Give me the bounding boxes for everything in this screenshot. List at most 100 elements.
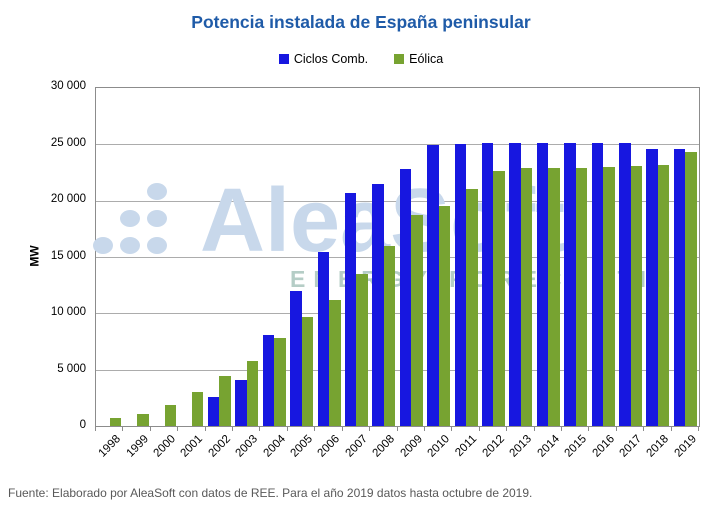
x-tick — [232, 427, 233, 431]
bar-2017-ciclos — [619, 143, 631, 426]
logo-dot-icon — [147, 183, 167, 200]
x-tick-label: 2012 — [480, 433, 507, 460]
x-tick-label: 1999 — [124, 433, 151, 460]
x-tick-label: 2017 — [617, 433, 644, 460]
bar-2003-ciclos — [235, 380, 247, 426]
bar-2018-eolica — [657, 165, 670, 426]
bar-2008-eolica — [383, 246, 396, 426]
x-tick-label: 2014 — [535, 433, 562, 460]
x-tick — [397, 427, 398, 431]
y-tick-label: 0 — [79, 419, 86, 431]
gridline — [96, 144, 699, 145]
gridline — [96, 370, 699, 371]
gridline — [96, 257, 699, 258]
x-tick-label: 2018 — [644, 433, 672, 460]
bar-2011-eolica — [466, 189, 478, 426]
bar-2014-ciclos — [536, 143, 549, 426]
x-tick-label: 2011 — [453, 433, 480, 459]
bar-2006-eolica — [329, 300, 341, 426]
chart-legend: Ciclos Comb. Eólica — [0, 52, 722, 66]
bar-2008-ciclos — [372, 184, 384, 426]
x-tick — [287, 427, 288, 431]
x-tick-label: 2007 — [343, 433, 370, 460]
x-tick — [424, 427, 425, 431]
bar-2004-ciclos — [262, 335, 275, 426]
x-tick — [643, 427, 644, 431]
gridline — [96, 313, 699, 314]
x-tick-label: 2015 — [562, 433, 590, 460]
x-tick-label: 2016 — [590, 433, 617, 460]
bar-2019-ciclos — [673, 149, 686, 426]
y-tick-label: 5 000 — [57, 362, 86, 375]
x-tick — [671, 427, 672, 431]
chart-title: Potencia instalada de España peninsular — [191, 12, 531, 32]
bar-2016-ciclos — [591, 143, 604, 426]
x-tick — [479, 427, 480, 431]
logo-dot-icon — [120, 210, 140, 227]
x-tick-label: 2005 — [288, 433, 316, 460]
bar-2019-eolica — [685, 152, 697, 426]
x-tick-label: 2002 — [206, 433, 233, 460]
bar-2007-eolica — [356, 274, 368, 426]
x-tick-label: 2003 — [233, 433, 261, 460]
bar-2009-eolica — [411, 215, 423, 426]
bar-2016-eolica — [603, 167, 615, 426]
y-tick-label: 15 000 — [50, 249, 86, 262]
bar-2011-ciclos — [454, 144, 466, 426]
legend-label-ciclos: Ciclos Comb. — [293, 52, 369, 66]
bar-2012-ciclos — [481, 143, 494, 426]
x-tick — [451, 427, 452, 431]
x-tick-label: 2009 — [398, 433, 425, 460]
legend-item-ciclos: Ciclos Comb. — [278, 52, 369, 66]
bar-1998-eolica — [109, 418, 122, 426]
y-tick-label: 30 000 — [50, 80, 86, 92]
bar-2002-ciclos — [207, 397, 220, 426]
x-tick-label: 2008 — [370, 433, 398, 460]
bar-2000-eolica — [164, 405, 176, 426]
bar-2005-eolica — [301, 317, 314, 426]
bar-2010-ciclos — [427, 145, 439, 426]
logo-dot-icon — [147, 237, 167, 254]
x-tick-label: 2006 — [315, 433, 343, 460]
x-tick-label: 2001 — [178, 433, 206, 460]
x-tick-label: 2004 — [261, 433, 288, 460]
bar-2009-ciclos — [399, 169, 412, 426]
bar-2015-eolica — [575, 168, 588, 426]
x-tick — [150, 427, 151, 431]
x-tick — [122, 427, 123, 431]
bar-2005-ciclos — [290, 291, 302, 426]
y-tick-label: 20 000 — [50, 193, 86, 205]
x-tick — [561, 427, 562, 431]
y-tick-label: 25 000 — [50, 136, 86, 149]
x-tick — [177, 427, 178, 431]
legend-label-eolica: Eólica — [409, 52, 444, 66]
bar-2017-eolica — [630, 166, 642, 426]
bar-2006-ciclos — [317, 252, 329, 426]
y-tick-label: 10 000 — [50, 306, 86, 318]
x-tick — [534, 427, 535, 431]
bar-2002-eolica — [219, 376, 231, 426]
x-tick-label: 2010 — [425, 433, 453, 460]
bar-2010-eolica — [438, 206, 451, 426]
x-tick-label: 2019 — [672, 433, 699, 460]
x-tick — [369, 427, 370, 431]
bar-2007-ciclos — [344, 193, 357, 426]
legend-item-eolica: Eólica — [394, 52, 443, 66]
logo-dot-icon — [147, 210, 167, 227]
x-tick — [506, 427, 507, 431]
x-tick-label: 2013 — [507, 433, 535, 460]
x-tick — [588, 427, 589, 431]
legend-swatch-eolica-icon — [394, 54, 405, 64]
bar-2018-ciclos — [646, 149, 658, 426]
x-tick — [698, 427, 699, 431]
bar-1999-eolica — [137, 414, 149, 426]
bar-2013-ciclos — [509, 143, 521, 426]
bar-2015-ciclos — [564, 143, 576, 426]
x-tick — [616, 427, 617, 431]
x-tick — [205, 427, 206, 431]
x-tick — [259, 427, 260, 431]
bar-2014-eolica — [548, 168, 560, 426]
x-tick-label: 2000 — [151, 433, 178, 460]
logo-dot-icon — [93, 237, 113, 254]
